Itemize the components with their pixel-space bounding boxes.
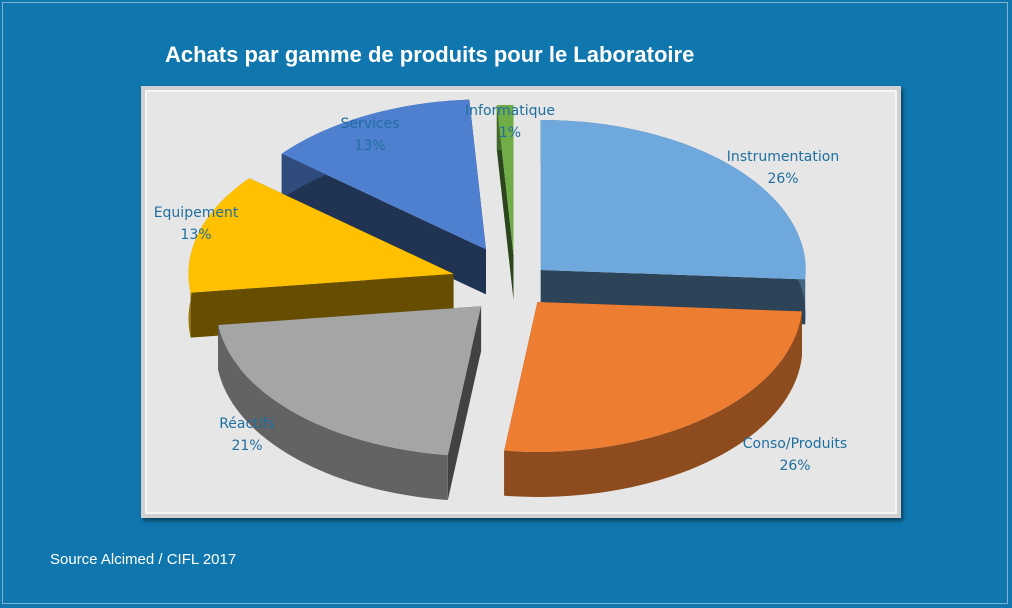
label-name: Réactifs (219, 416, 275, 432)
label-name: Services (340, 116, 400, 132)
label-name: Instrumentation (726, 149, 840, 165)
label-value: 13% (354, 138, 386, 154)
source-note: Source Alcimed / CIFL 2017 (50, 551, 237, 568)
slice-top (540, 119, 806, 280)
label-informatique: Informatique 1% (465, 100, 555, 144)
slice-side (504, 311, 802, 497)
pie-slice-r-actifs (218, 306, 482, 501)
label-conso-produits: Conso/Produits 26% (743, 433, 847, 477)
label-services: Services 13% (340, 113, 399, 157)
label-instrumentation: Instrumentation 26% (727, 146, 839, 190)
slice-top (281, 99, 486, 250)
slice-top (218, 306, 482, 456)
label-name: Conso/Produits (742, 436, 848, 452)
slice-wall (447, 306, 482, 501)
slice-top (188, 178, 454, 293)
label-value: 26% (779, 458, 811, 474)
label-reactifs: Réactifs 21% (219, 413, 275, 457)
slice-top (504, 301, 802, 452)
slice-wall (281, 153, 486, 295)
label-value: 13% (180, 227, 212, 243)
slice-side (218, 325, 448, 501)
slice-top (496, 105, 514, 256)
slice-wall (496, 105, 514, 301)
chart-title: Achats par gamme de produits pour le Lab… (165, 42, 695, 67)
label-name: Equipement (153, 205, 239, 221)
pie-slice-conso-produits (504, 301, 802, 497)
pie-slice-informatique (496, 105, 514, 301)
label-value: 26% (767, 171, 799, 187)
label-equipement: Equipement 13% (154, 202, 239, 246)
label-value: 21% (231, 438, 263, 454)
pie-slice-services (281, 99, 486, 295)
label-value: 1% (498, 125, 522, 141)
label-name: Informatique (465, 103, 555, 119)
